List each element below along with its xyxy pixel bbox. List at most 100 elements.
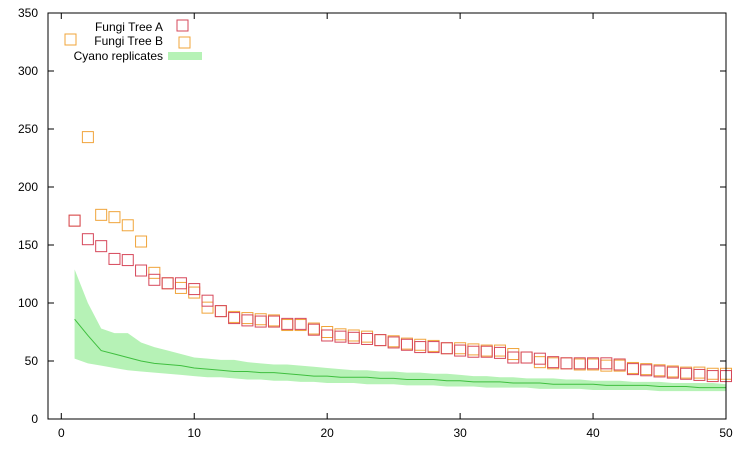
legend: Fungi Tree A Fungi Tree B Cyano replicat… [64, 19, 202, 63]
fungi-a-point [454, 344, 467, 357]
fungi-a-point [547, 356, 560, 369]
y-tick-label: 0 [31, 412, 38, 426]
fungi-b-point [174, 281, 187, 294]
fungi-b-point [254, 313, 267, 326]
fungi-a-point [347, 331, 360, 344]
fungi-b-point [321, 326, 334, 338]
legend-marker-fungi-a [176, 19, 189, 32]
fungi-a-point [533, 352, 546, 365]
cyano-band [74, 269, 726, 392]
fungi-a-point [666, 366, 679, 379]
fungi-a-point [188, 283, 201, 296]
fungi-b-point [214, 305, 227, 318]
fungi-b-point [520, 351, 533, 364]
fungi-a-point [174, 277, 187, 290]
fungi-a-point [414, 341, 427, 354]
fungi-b-point [600, 359, 613, 372]
axes-layer: 0 10 20 30 40 50 0 50 100 150 200 250 300 350 [18, 6, 733, 440]
fungi-a-point [108, 252, 121, 265]
fungi-a-point [467, 345, 480, 358]
fungi-a-point [121, 254, 134, 267]
legend-marker-fungi-b [178, 36, 191, 49]
fungi-a-point [400, 338, 413, 351]
points-layer [68, 131, 732, 383]
legend-label-fungi-a: Fungi Tree A [95, 20, 163, 34]
fungi-a-point [626, 363, 639, 376]
fungi-a-point [214, 305, 227, 318]
fungi-a-point [321, 329, 334, 342]
y-tick-label: 150 [18, 238, 38, 252]
fungi-a-point [653, 365, 666, 378]
fungi-a-point [241, 314, 254, 327]
y-tick-label: 300 [18, 64, 38, 78]
fungi-a-point [161, 277, 174, 290]
fungi-b-point [148, 266, 161, 279]
fungi-a-point [294, 317, 307, 330]
fungi-b-point [161, 277, 174, 290]
fungi-a-point [600, 357, 613, 370]
fungi-b-point [95, 208, 108, 221]
fungi-b-point [374, 334, 387, 347]
x-tick-label: 50 [719, 426, 733, 440]
fungi-b-point [454, 342, 467, 355]
fungi-b-point [560, 357, 573, 370]
fungi-a-point [95, 240, 108, 253]
y-tick-label: 250 [18, 122, 38, 136]
fungi-b-point [533, 356, 546, 369]
fungi-a-point [706, 370, 719, 383]
fungi-a-point [201, 294, 214, 307]
fungi-a-point [387, 336, 400, 349]
fungi-a-point [68, 214, 81, 227]
fungi-a-point [374, 334, 387, 347]
fungi-a-point [254, 315, 267, 328]
fungi-b-point [68, 214, 81, 227]
fungi-a-point [494, 346, 506, 359]
plot-frame [47, 12, 727, 420]
fungi-a-point [480, 345, 493, 358]
fungi-a-point [560, 357, 573, 370]
fungi-b-point [507, 348, 520, 361]
y-tick-label: 350 [18, 6, 38, 20]
fungi-b-point [440, 342, 453, 355]
legend-label-fungi-b: Fungi Tree B [94, 34, 163, 48]
fungi-b-point [414, 338, 427, 351]
fungi-a-point [268, 315, 280, 328]
fungi-a-point [693, 368, 706, 381]
fungi-a-point [81, 233, 94, 246]
fungi-b-point [334, 328, 347, 341]
cyano-mean-line [74, 318, 726, 389]
fungi-b-point [201, 301, 214, 314]
fungi-b-point [361, 330, 374, 343]
fungi-b-point [494, 344, 506, 357]
fungi-a-point [148, 273, 161, 286]
cyano-band-layer [74, 269, 726, 392]
fungi-b-point [706, 367, 719, 380]
x-tick-label: 30 [453, 426, 467, 440]
x-tick-label: 10 [188, 426, 202, 440]
fungi-a-point [334, 330, 347, 343]
cyano-line-layer [74, 318, 726, 389]
fungi-a-point [573, 357, 586, 370]
fungi-a-point [440, 342, 453, 355]
fungi-a-point [281, 317, 294, 330]
fungi-b-point [188, 286, 201, 299]
fungi-b-point [108, 211, 121, 224]
fungi-a-point [680, 367, 693, 380]
x-tick-label: 20 [320, 426, 334, 440]
fungi-b-point [121, 219, 134, 232]
fungi-b-point [241, 312, 254, 325]
fungi-a-point [135, 264, 148, 277]
fungi-a-point [613, 358, 626, 371]
fungi-a-point [228, 312, 241, 325]
legend-label-cyano: Cyano replicates [74, 49, 163, 63]
legend-marker-cyano [168, 52, 202, 60]
fungi-b-point [467, 343, 480, 356]
fungi-b-point [347, 329, 360, 342]
y-tick-label: 50 [25, 354, 39, 368]
fungi-a-point [427, 341, 440, 354]
y-tick-label: 200 [18, 180, 38, 194]
fungi-b-point [135, 235, 148, 248]
fungi-a-point [307, 323, 320, 336]
